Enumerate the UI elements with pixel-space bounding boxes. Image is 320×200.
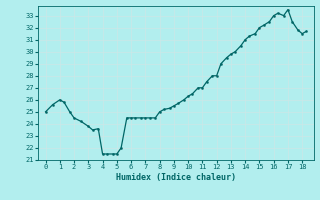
X-axis label: Humidex (Indice chaleur): Humidex (Indice chaleur) xyxy=(116,173,236,182)
